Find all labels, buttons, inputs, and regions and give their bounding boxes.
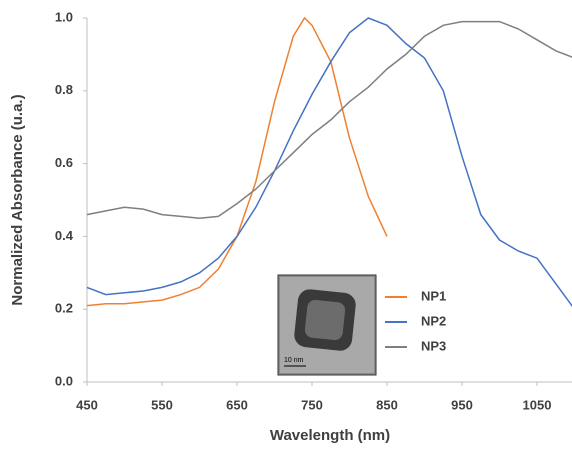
x-tick-label: 650 xyxy=(226,397,248,412)
y-tick-label: 0.4 xyxy=(55,228,74,243)
x-axis-title: Wavelength (nm) xyxy=(270,427,390,444)
inset-core xyxy=(304,299,346,341)
line-series xyxy=(86,20,572,219)
line-series xyxy=(86,17,572,308)
legend-label: NP1 xyxy=(421,288,446,303)
x-tick-label: 450 xyxy=(76,397,98,412)
x-tick-label: 1050 xyxy=(523,397,552,412)
y-tick-label: 0.8 xyxy=(55,82,73,97)
inset-scale-label: 10 nm xyxy=(284,357,304,364)
inset: 10 nm xyxy=(277,274,377,376)
x-tick-label: 850 xyxy=(376,397,398,412)
y-axis-title: Normalized Absorbance (u.a.) xyxy=(9,94,26,305)
y-tick-label: 0.2 xyxy=(55,301,73,316)
legend-label: NP2 xyxy=(421,313,446,328)
y-tick-label: 0.6 xyxy=(55,155,73,170)
x-tick-label: 950 xyxy=(451,397,473,412)
y-tick-label: 0.0 xyxy=(55,373,73,388)
line-series xyxy=(86,16,388,307)
x-tick-label: 550 xyxy=(151,397,173,412)
legend-label: NP3 xyxy=(421,338,446,353)
y-tick-label: 1.0 xyxy=(55,9,73,24)
x-tick-label: 750 xyxy=(301,397,323,412)
